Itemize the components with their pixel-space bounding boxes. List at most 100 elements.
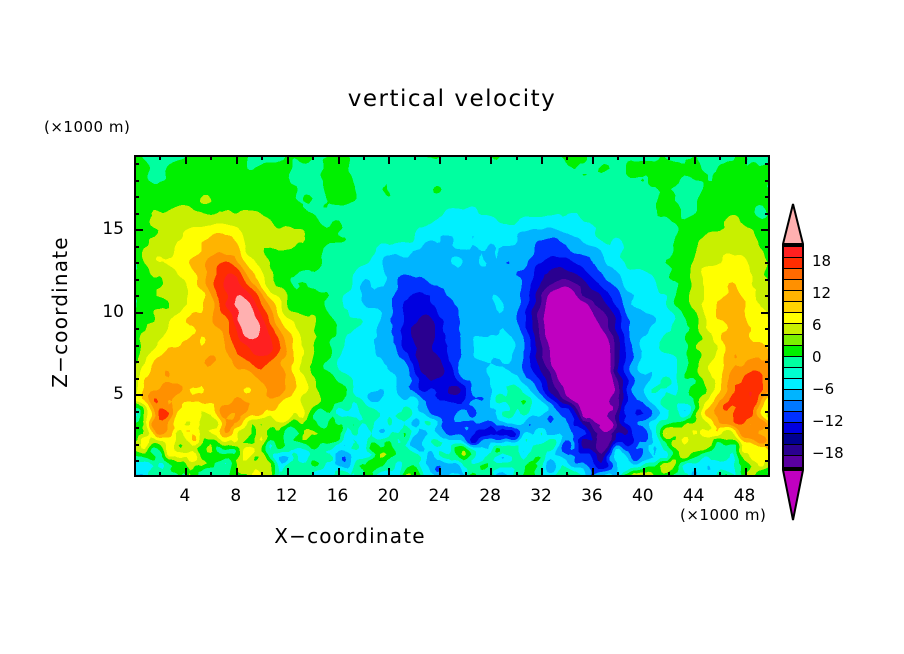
x-major-tick-top xyxy=(693,155,696,164)
y-minor-tick xyxy=(134,460,139,463)
x-tick-label: 4 xyxy=(179,486,191,506)
x-minor-tick-top xyxy=(362,155,365,160)
x-tick-label: 24 xyxy=(428,486,451,506)
contour-band xyxy=(136,157,768,475)
colorbar-band xyxy=(784,423,802,434)
x-major-tick xyxy=(337,468,340,477)
x-minor-tick-top xyxy=(261,155,264,160)
colorbar-band xyxy=(784,335,802,346)
x-major-tick xyxy=(286,468,289,477)
x-major-tick xyxy=(642,468,645,477)
y-minor-tick-right xyxy=(765,377,770,380)
y-minor-tick xyxy=(134,163,139,166)
x-tick-label: 40 xyxy=(631,486,654,506)
colorbar-band xyxy=(784,368,802,379)
y-minor-tick-right xyxy=(765,427,770,430)
y-minor-tick xyxy=(134,179,139,182)
x-minor-tick xyxy=(617,472,620,477)
colorbar-tick-label: −18 xyxy=(812,444,844,462)
x-major-tick xyxy=(693,468,696,477)
y-minor-tick xyxy=(134,410,139,413)
y-major-tick xyxy=(134,394,143,397)
colorbar-band xyxy=(784,346,802,357)
x-major-tick-top xyxy=(744,155,747,164)
x-minor-tick-top xyxy=(668,155,671,160)
x-minor-tick xyxy=(312,472,315,477)
x-major-tick-top xyxy=(642,155,645,164)
contour-band xyxy=(136,206,736,475)
x-tick-label: 28 xyxy=(479,486,501,506)
x-minor-tick-top xyxy=(159,155,162,160)
x-minor-tick-top xyxy=(312,155,315,160)
y-minor-tick-right xyxy=(765,212,770,215)
colorbar-band xyxy=(784,434,802,445)
y-axis-unit-label: (×1000 m) xyxy=(44,118,131,136)
colorbar-band xyxy=(784,302,802,313)
y-minor-tick xyxy=(134,443,139,446)
y-minor-tick-right xyxy=(765,179,770,182)
colorbar-band xyxy=(784,445,802,456)
y-minor-tick xyxy=(134,262,139,265)
x-major-tick xyxy=(439,468,442,477)
colorbar-band xyxy=(784,324,802,335)
y-major-tick-right xyxy=(761,311,770,314)
y-minor-tick-right xyxy=(765,262,770,265)
x-minor-tick xyxy=(362,472,365,477)
x-minor-tick-top xyxy=(617,155,620,160)
colorbar xyxy=(782,245,804,469)
contour-band xyxy=(537,278,620,454)
x-major-tick-top xyxy=(388,155,391,164)
contour-band xyxy=(341,237,653,475)
y-minor-tick xyxy=(134,344,139,347)
x-minor-tick-top xyxy=(210,155,213,160)
colorbar-band xyxy=(784,412,802,423)
contour-band xyxy=(141,233,768,450)
x-major-tick xyxy=(541,468,544,477)
y-minor-tick xyxy=(134,278,139,281)
colorbar-band xyxy=(784,401,802,412)
x-minor-tick-top xyxy=(566,155,569,160)
x-tick-label: 16 xyxy=(326,486,349,506)
x-minor-tick xyxy=(464,472,467,477)
y-minor-tick-right xyxy=(765,361,770,364)
y-minor-tick-right xyxy=(765,344,770,347)
x-major-tick xyxy=(490,468,493,477)
chart-title: vertical velocity xyxy=(347,86,557,112)
y-major-tick xyxy=(134,229,143,232)
colorbar-over-arrow xyxy=(781,203,805,245)
y-tick-label: 10 xyxy=(102,301,124,322)
y-minor-tick xyxy=(134,196,139,199)
contour-band xyxy=(136,223,768,475)
x-tick-label: 20 xyxy=(377,486,400,506)
y-major-tick-right xyxy=(761,394,770,397)
x-major-tick-top xyxy=(235,155,238,164)
y-axis-title: Z−coordinate xyxy=(48,236,72,388)
vertical-velocity-field xyxy=(136,157,768,475)
colorbar-tick-label: −12 xyxy=(812,412,844,430)
x-minor-tick xyxy=(668,472,671,477)
y-minor-tick xyxy=(134,361,139,364)
contour-band-extreme xyxy=(234,295,261,340)
x-major-tick-top xyxy=(184,155,187,164)
x-minor-tick xyxy=(210,472,213,477)
x-major-tick-top xyxy=(439,155,442,164)
y-minor-tick-right xyxy=(765,295,770,298)
contour-band xyxy=(136,194,768,475)
x-minor-tick-top xyxy=(515,155,518,160)
colorbar-band xyxy=(784,456,802,467)
colorbar-band xyxy=(784,280,802,291)
x-major-tick xyxy=(591,468,594,477)
x-minor-tick xyxy=(566,472,569,477)
x-minor-tick xyxy=(261,472,264,477)
contour-band xyxy=(400,255,644,470)
x-minor-tick-top xyxy=(413,155,416,160)
y-minor-tick-right xyxy=(765,410,770,413)
y-minor-tick xyxy=(134,295,139,298)
colorbar-band xyxy=(784,313,802,324)
colorbar-band xyxy=(784,258,802,269)
x-major-tick-top xyxy=(591,155,594,164)
x-minor-tick xyxy=(719,472,722,477)
colorbar-band xyxy=(784,357,802,368)
colorbar-tick-label: −6 xyxy=(812,380,835,398)
